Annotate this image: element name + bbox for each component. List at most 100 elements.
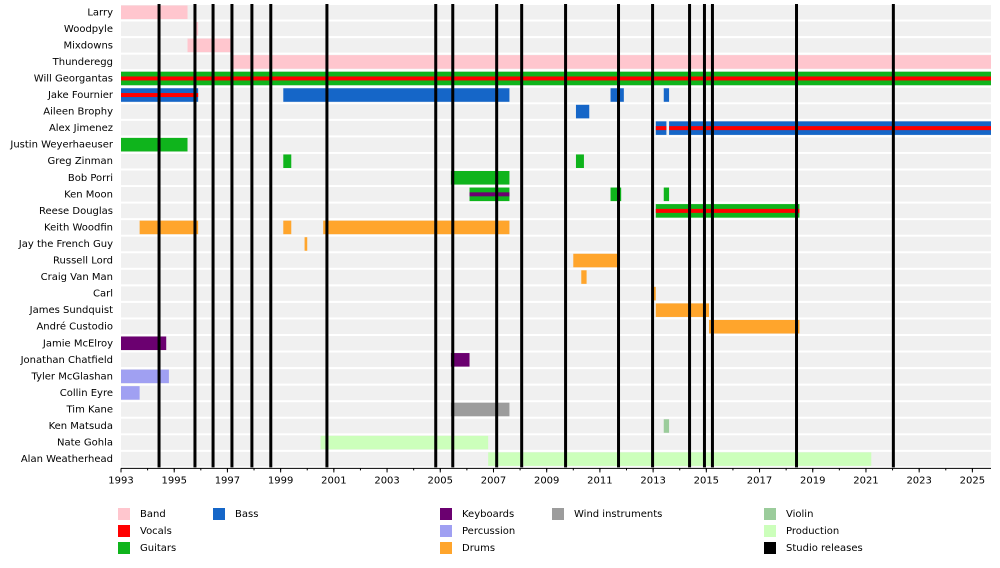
x-tick-label: 1997	[215, 475, 240, 486]
legend-swatch	[440, 542, 452, 554]
member-name: Larry	[87, 7, 113, 18]
member-name: Greg Zinman	[48, 156, 114, 167]
row-band	[121, 253, 991, 268]
row-band	[121, 385, 991, 401]
member-period	[610, 187, 622, 202]
member-name: Keith Woodfin	[44, 222, 113, 233]
member-period	[581, 270, 587, 284]
x-tick-label: 2013	[640, 475, 665, 486]
legend-label: Bass	[235, 509, 258, 520]
member-period	[283, 154, 292, 168]
row-band	[121, 153, 991, 169]
legend-label: Vocals	[140, 526, 172, 537]
x-tick-label: 1999	[268, 475, 293, 486]
member-name: Alan Weatherhead	[21, 454, 113, 465]
member-period	[663, 187, 670, 202]
x-tick-label: 2005	[428, 475, 453, 486]
row-band	[121, 402, 991, 417]
member-period	[575, 154, 584, 168]
member-name: Jake Fournier	[47, 90, 114, 101]
row-band	[121, 336, 991, 351]
member-period	[575, 104, 590, 119]
member-period-stripe	[655, 208, 800, 213]
member-name: Bob Porri	[68, 173, 113, 184]
x-tick-label: 2015	[694, 475, 719, 486]
legend-swatch	[118, 525, 130, 537]
member-period	[121, 369, 169, 384]
row-band	[121, 38, 991, 53]
member-period	[663, 419, 670, 433]
x-tick-label: 2025	[960, 475, 985, 486]
member-name: Nate Gohla	[57, 438, 113, 449]
member-period	[304, 237, 308, 251]
legend-label: Keyboards	[462, 509, 514, 520]
member-period	[232, 55, 992, 69]
x-tick-label: 2021	[853, 475, 878, 486]
row-band	[121, 21, 991, 37]
member-name: Alex Jimenez	[49, 123, 113, 134]
member-period	[283, 220, 292, 235]
member-period	[450, 402, 510, 417]
x-tick-label: 2017	[747, 475, 772, 486]
member-period	[283, 88, 510, 102]
member-name: Carl	[93, 289, 113, 300]
row-band	[121, 187, 991, 202]
legend-swatch	[764, 508, 776, 520]
member-name: James Sundquist	[29, 305, 113, 316]
row-band	[121, 5, 991, 20]
legend-label: Drums	[462, 543, 495, 554]
member-period	[573, 253, 619, 268]
x-tick-label: 2011	[587, 475, 612, 486]
member-name: Woodpyle	[64, 24, 113, 35]
member-name: Aileen Brophy	[43, 107, 113, 118]
member-period	[320, 435, 489, 450]
legend-swatch	[552, 508, 564, 520]
member-name: Craig Van Man	[41, 272, 113, 283]
member-name: Russell Lord	[53, 256, 113, 267]
member-name: Tim Kane	[66, 404, 114, 415]
member-period	[708, 319, 800, 334]
legend-label: Violin	[786, 509, 813, 520]
member-name: Thunderegg	[52, 57, 113, 68]
x-tick-label: 1995	[161, 475, 186, 486]
member-name: Ken Matsuda	[49, 421, 113, 432]
legend-swatch	[118, 542, 130, 554]
member-period	[139, 220, 199, 235]
member-name: Collin Eyre	[60, 388, 113, 399]
member-period-stripe	[669, 126, 991, 131]
member-period	[653, 286, 656, 301]
legend-swatch	[764, 525, 776, 537]
member-name: Justin Weyerhaeuser	[9, 140, 113, 151]
legend-label: Wind instruments	[574, 509, 662, 520]
member-name: Jonathan Chatfield	[20, 355, 113, 366]
member-period	[488, 452, 872, 466]
row-band	[121, 236, 991, 252]
member-period	[655, 303, 709, 317]
legend-label: Percussion	[462, 526, 515, 537]
member-period-stripe	[469, 192, 510, 197]
legend-swatch	[764, 542, 776, 554]
legend-swatch	[118, 508, 130, 520]
member-name: Jamie McElroy	[42, 338, 113, 349]
legend-label: Production	[786, 526, 839, 537]
row-band	[121, 286, 991, 301]
member-period	[450, 171, 510, 185]
x-tick-label: 2003	[374, 475, 399, 486]
legend-swatch	[440, 525, 452, 537]
row-band	[121, 170, 991, 186]
x-tick-label: 2009	[534, 475, 559, 486]
member-name: Reese Douglas	[39, 206, 113, 217]
member-name: Tyler McGlashan	[31, 371, 113, 382]
member-name: André Custodio	[36, 321, 113, 333]
x-tick-label: 2023	[906, 475, 931, 486]
member-name: Will Georgantas	[34, 73, 113, 84]
legend-swatch	[440, 508, 452, 520]
member-period	[450, 353, 470, 367]
member-period-stripe	[655, 126, 667, 131]
member-period	[121, 386, 140, 400]
member-name: Jay the French Guy	[18, 239, 113, 250]
legend-label: Guitars	[140, 543, 176, 554]
row-band	[121, 369, 991, 384]
x-tick-label: 2019	[800, 475, 825, 486]
